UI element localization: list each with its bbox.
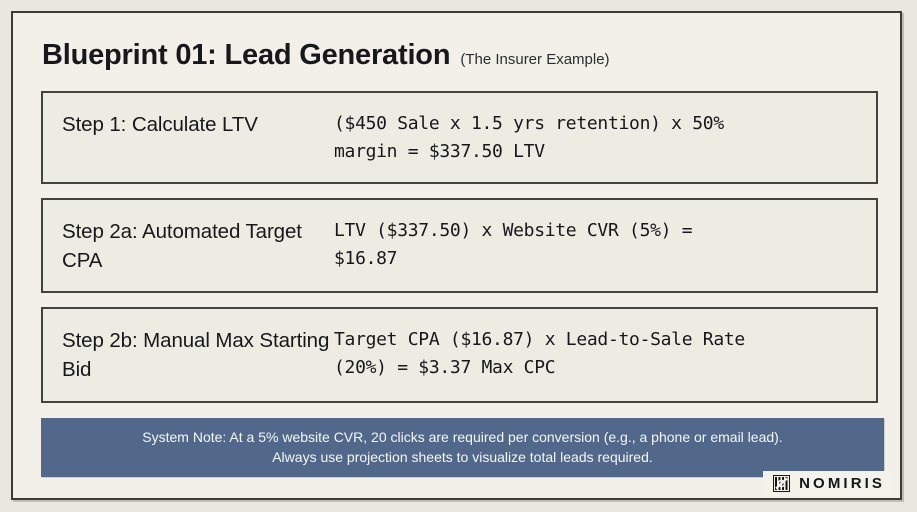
page-title: Blueprint 01: Lead Generation (The Insur… [41,39,878,72]
step-box-1: Step 1: Calculate LTV ($450 Sale x 1.5 y… [41,91,878,185]
page-title-subtitle: (The Insurer Example) [460,51,610,68]
step-box-2: Step 2a: Automated Target CPA LTV ($337.… [41,198,878,294]
nomiris-monogram-icon [773,475,791,492]
brand-wordmark: NOMIRIS [799,475,885,492]
step-label-3: Step 2b: Manual Max Starting Bid [62,329,330,382]
step-label-1: Step 1: Calculate LTV [62,113,258,136]
system-note-banner: System Note: At a 5% website CVR, 20 cli… [41,417,884,478]
step-label-2: Step 2a: Automated Target CPA [62,220,302,273]
steps-list: Step 1: Calculate LTV ($450 Sale x 1.5 y… [41,91,878,403]
step-formula-2: LTV ($337.50) x Website CVR (5%) = $16.8… [334,220,693,270]
step-formula-3: Target CPA ($16.87) x Lead-to-Sale Rate … [334,329,745,379]
slide-content: Blueprint 01: Lead Generation (The Insur… [13,13,900,498]
slide-card: Blueprint 01: Lead Generation (The Insur… [11,11,902,500]
step-formula-1: ($450 Sale x 1.5 yrs retention) x 50% ma… [334,113,724,163]
step-box-3: Step 2b: Manual Max Starting Bid Target … [41,307,878,403]
system-note-line-2: Always use projection sheets to visualiz… [272,448,653,465]
footer-brand-logo: NOMIRIS [763,471,893,496]
system-note-line-1: System Note: At a 5% website CVR, 20 cli… [142,428,783,445]
page-title-main: Blueprint 01: Lead Generation [42,39,451,71]
